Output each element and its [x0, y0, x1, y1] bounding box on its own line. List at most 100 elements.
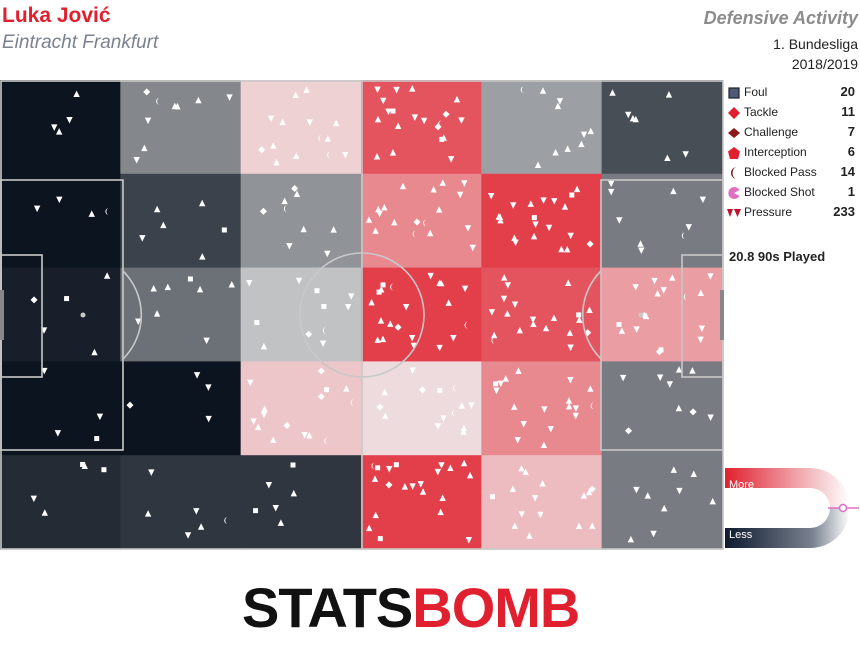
event-marker: [532, 221, 539, 229]
event-marker: [279, 118, 286, 126]
legend-count: 6: [847, 144, 855, 159]
event-marker: [254, 423, 262, 431]
player-name: Luka Jović: [2, 4, 111, 27]
legend-label: Tackle: [744, 105, 779, 119]
heatmap-cell-r2-c1: [120, 267, 242, 362]
legend-label: Blocked Pass: [744, 165, 817, 179]
event-marker: [281, 197, 288, 205]
event-marker: [493, 387, 500, 395]
event-marker: [447, 464, 454, 471]
crescent-icon: [731, 167, 737, 179]
event-marker: [516, 326, 524, 334]
event-marker: [539, 480, 546, 487]
event-marker: [381, 388, 388, 396]
event-legend: Foul 20 Tackle 11 Challenge 7 Intercepti…: [727, 83, 857, 223]
event-marker: [376, 210, 383, 218]
event-marker: [293, 152, 300, 159]
event-marker: [522, 468, 529, 476]
event-marker: [195, 96, 202, 104]
event-marker: [497, 380, 504, 388]
left-goal: [0, 290, 4, 340]
event-marker: [609, 89, 616, 96]
event-marker: [567, 344, 574, 352]
heatmap-cell-r1-c3: [360, 173, 482, 269]
event-marker: [375, 465, 381, 471]
event-marker: [283, 422, 291, 430]
event-marker: [423, 219, 427, 227]
event-marker: [324, 135, 332, 142]
event-marker: [376, 403, 384, 411]
event-marker: [526, 532, 533, 539]
event-marker: [88, 210, 95, 217]
event-marker: [303, 86, 310, 93]
event-marker: [412, 230, 417, 238]
event-marker: [153, 205, 161, 213]
event-marker: [394, 323, 402, 331]
event-marker: [460, 459, 468, 467]
diamond-icon: [728, 128, 740, 138]
event-marker: [409, 85, 416, 92]
heatmap-cell-r3-c2: [240, 361, 362, 456]
event-marker: [651, 277, 658, 285]
event-marker: [380, 282, 386, 288]
event-marker: [380, 97, 387, 105]
event-marker: [402, 304, 410, 311]
event-marker: [324, 250, 331, 258]
event-marker: [91, 348, 98, 356]
event-marker: [153, 310, 161, 317]
event-marker: [541, 406, 548, 413]
event-marker: [51, 124, 58, 131]
event-marker: [286, 243, 293, 250]
event-marker: [277, 519, 285, 526]
event-marker: [558, 245, 565, 253]
event-marker: [453, 384, 457, 392]
event-marker: [144, 510, 152, 517]
event-marker: [434, 468, 442, 476]
event-marker: [291, 185, 299, 193]
event-marker: [461, 180, 468, 187]
event-marker: [332, 119, 340, 127]
event-marker: [563, 245, 571, 253]
event-marker: [488, 193, 495, 200]
event-marker: [438, 462, 445, 469]
event-marker: [670, 187, 677, 195]
left-penalty-arc: [122, 270, 143, 360]
event-marker: [371, 475, 379, 482]
event-marker: [625, 111, 632, 119]
heatmap-cell-r2-c2: [240, 267, 362, 362]
pacman-icon: [728, 187, 740, 199]
event-marker: [343, 385, 350, 392]
legend-label: Interception: [744, 145, 807, 159]
event-marker: [105, 208, 109, 216]
event-marker: [365, 524, 373, 532]
event-marker: [258, 146, 266, 154]
event-marker: [386, 465, 393, 473]
event-marker: [540, 197, 547, 204]
event-marker: [509, 485, 517, 493]
event-marker: [435, 206, 443, 213]
event-marker: [511, 234, 518, 242]
event-marker: [551, 198, 558, 205]
event-marker: [144, 117, 152, 125]
event-marker: [464, 321, 469, 329]
event-marker: [465, 537, 473, 544]
event-marker: [586, 240, 594, 248]
event-marker: [529, 316, 537, 324]
event-marker: [698, 325, 706, 332]
event-marker: [377, 536, 383, 542]
event-marker: [250, 418, 257, 425]
event-marker: [451, 409, 456, 417]
event-marker: [573, 185, 581, 193]
right-goal: [720, 290, 724, 340]
event-marker: [330, 226, 337, 233]
event-marker: [226, 94, 233, 101]
heatmap-cell-r4-c4: [481, 455, 603, 550]
event-marker: [139, 235, 146, 242]
legend-row-blocked-shot: Blocked Shot 1: [727, 183, 857, 203]
event-marker: [55, 128, 63, 135]
event-marker: [410, 342, 418, 350]
event-marker: [566, 329, 574, 336]
event-marker: [319, 340, 327, 347]
event-marker: [569, 192, 575, 198]
legend-count: 7: [847, 124, 855, 139]
